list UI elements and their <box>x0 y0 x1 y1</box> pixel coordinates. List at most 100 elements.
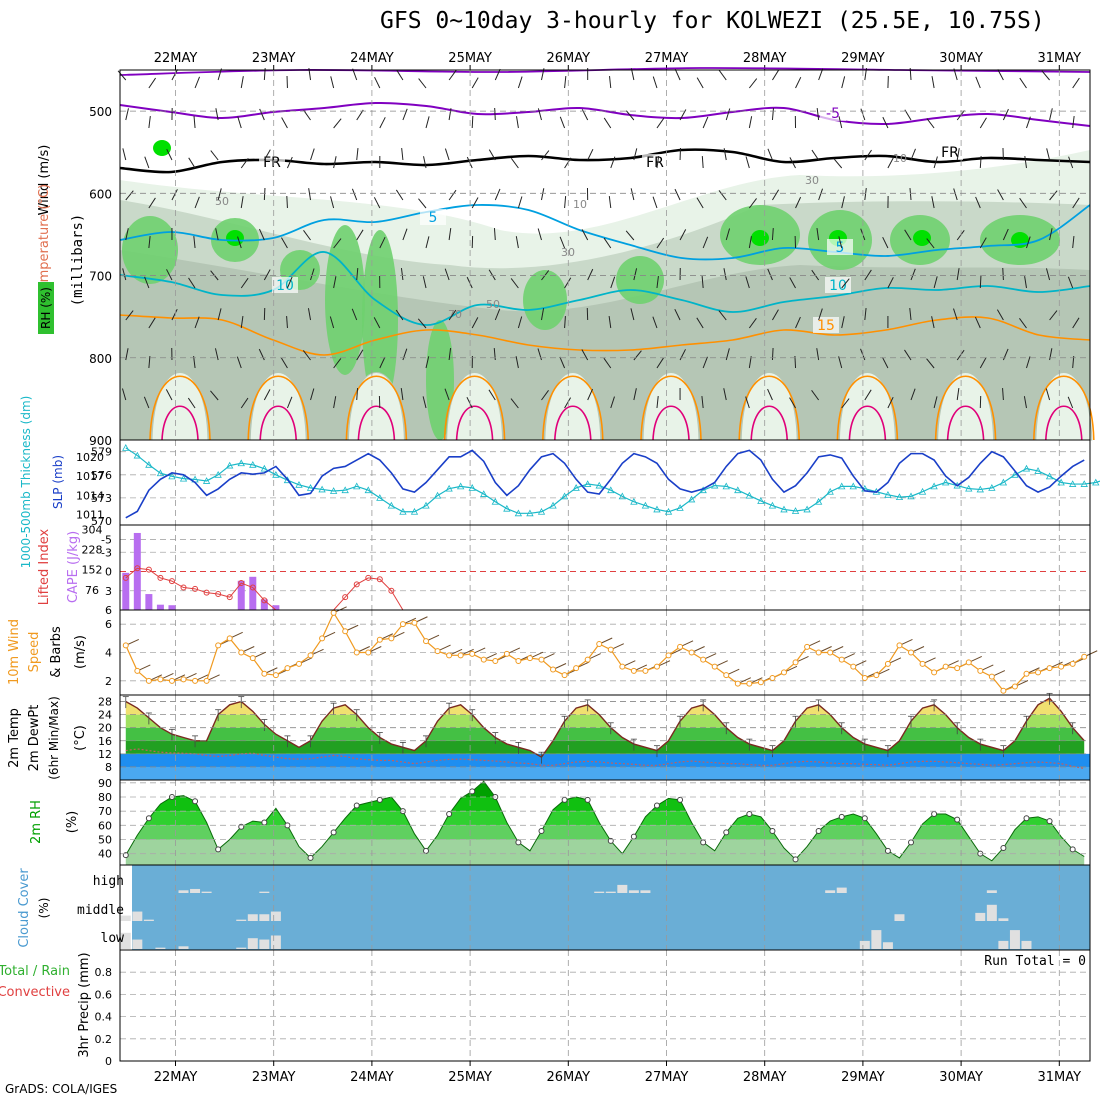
wind-barb <box>515 236 519 249</box>
temp-axis-label: 2m Temp <box>7 708 22 768</box>
thickness-marker <box>422 501 430 509</box>
wind-barb <box>926 238 935 249</box>
wind-barb <box>904 229 912 241</box>
wind-speed-marker <box>653 663 660 670</box>
date-label-bottom: 26MAY <box>547 1070 591 1085</box>
cloud-bar-middle <box>120 915 131 921</box>
wind-barb <box>818 188 824 201</box>
wind-barb <box>494 107 496 121</box>
wind-speed-marker <box>780 669 787 676</box>
cape-bar <box>237 580 245 610</box>
wind-barb <box>656 117 665 129</box>
wind-barb <box>652 76 658 89</box>
date-label-top: 31MAY <box>1038 51 1082 66</box>
wind-barb <box>864 188 867 201</box>
precip-tick-label: 0.8 <box>95 966 113 979</box>
wind-barb <box>701 155 704 169</box>
rh-humid-area <box>426 320 454 440</box>
wind-speed-marker <box>861 675 868 681</box>
wind-barb <box>517 196 523 209</box>
wind-barb <box>610 396 615 409</box>
wind10-axis-label-2: Speed <box>27 632 42 673</box>
thickness-marker <box>503 504 511 512</box>
chart-title: GFS 0~10day 3-hourly for KOLWEZI (25.5E,… <box>380 8 1045 34</box>
contour-label-bg <box>827 239 853 255</box>
wind-barb <box>909 188 912 201</box>
wind-barb <box>330 76 335 89</box>
rh-saturated-area <box>913 230 931 246</box>
dewpoint-line <box>125 748 1085 770</box>
wind-barb <box>125 310 134 321</box>
wind-barb <box>795 76 802 89</box>
wind-barb <box>767 148 773 161</box>
wind-speed-marker <box>908 649 915 656</box>
temp-contour-5 <box>119 204 1091 261</box>
wind-speed-marker <box>757 679 764 686</box>
rh-marker <box>353 802 360 809</box>
wind-barb <box>515 356 519 369</box>
wind-barb <box>603 117 612 129</box>
wind-barb <box>816 228 820 241</box>
date-label-top: 27MAY <box>645 51 689 66</box>
wind-barb <box>217 308 222 321</box>
wind-barb <box>379 236 386 249</box>
wind-barb <box>887 157 894 169</box>
wind-speed-marker <box>134 667 141 674</box>
wind-speed-marker <box>723 672 730 679</box>
rh-saturated-area <box>226 230 244 246</box>
wind-barb <box>444 148 450 161</box>
lifted-index-marker <box>226 594 233 601</box>
cape-frame <box>119 524 1091 611</box>
wind-barb <box>281 237 288 249</box>
wind-barb <box>789 397 796 409</box>
wind-barb <box>931 316 935 329</box>
thickness-marker <box>907 492 915 500</box>
cloud-bar-high <box>594 891 605 893</box>
wind-barb <box>795 196 802 209</box>
wind-barb <box>356 148 359 161</box>
wind-barb <box>771 227 774 241</box>
cloud-bar-low <box>882 942 893 949</box>
wind-barb <box>1049 108 1053 121</box>
wind-speed-marker <box>942 663 949 670</box>
lifted-index-marker <box>122 574 129 581</box>
rh-marker <box>584 796 591 803</box>
wind-speed-marker <box>711 663 718 670</box>
wind-speed-marker <box>1035 669 1042 676</box>
wind-barb <box>423 156 427 169</box>
rh-marker <box>330 829 337 836</box>
wind-speed-marker <box>122 642 129 649</box>
rh-axis-label: RH (%) <box>39 287 53 329</box>
rh-marker <box>630 833 637 840</box>
thickness-marker <box>664 507 673 515</box>
wind-barb <box>725 348 730 361</box>
wind-barb <box>1002 108 1009 121</box>
thickness-marker <box>318 485 326 493</box>
wind-barb <box>816 108 820 121</box>
wind-barb <box>240 196 244 209</box>
wind-barb <box>864 149 872 161</box>
wind-speed-marker <box>1046 665 1053 672</box>
wind-barb <box>1046 148 1051 161</box>
wind-barb <box>841 316 845 329</box>
slp-tick-label: 1014 <box>76 489 104 502</box>
cape-bar <box>168 605 176 610</box>
cloud-bar-middle <box>894 914 905 921</box>
wind-barb <box>608 196 612 209</box>
li-tick-label: 6 <box>105 604 112 617</box>
rh-marker <box>261 819 268 826</box>
wind-barb <box>373 317 381 329</box>
wind-barb <box>425 236 430 249</box>
wind-speed-marker <box>607 646 614 653</box>
rh-marker <box>145 815 152 822</box>
contour-label-bg <box>420 209 446 225</box>
wind-speed-marker <box>376 636 383 643</box>
cloud-bar-middle <box>132 911 143 921</box>
wind-barb <box>373 197 381 209</box>
wind-barb <box>188 157 196 169</box>
wind-speed-marker <box>561 672 568 679</box>
wind-barb <box>217 188 222 201</box>
wind-barb <box>1049 228 1053 241</box>
thickness-marker <box>283 476 292 484</box>
wind-barb <box>581 229 589 241</box>
